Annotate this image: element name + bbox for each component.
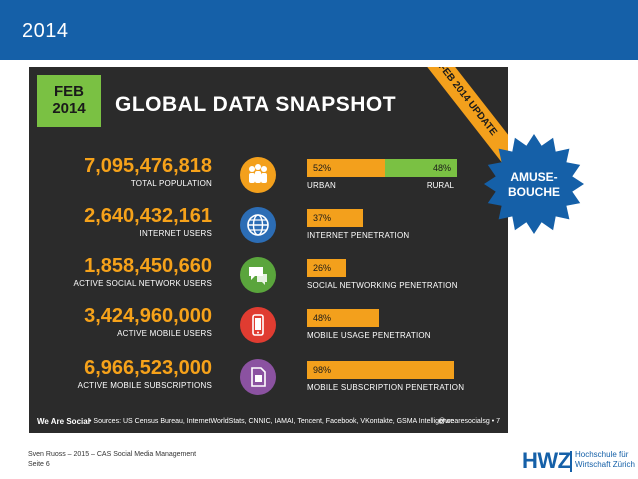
stat-value: 6,966,523,000 [84, 357, 212, 379]
badge-line1: AMUSE- [510, 170, 558, 184]
footer-handle: @wearesocialsg • 7 [438, 418, 500, 425]
sim-card-icon [240, 359, 276, 395]
stat-row: 3,424,960,000 ACTIVE MOBILE USERS 48% MO… [29, 305, 508, 345]
stat-label: ACTIVE MOBILE SUBSCRIPTIONS [77, 381, 212, 390]
logo-divider [570, 451, 572, 472]
slide-title: 2014 [22, 20, 69, 42]
bar-label: URBAN [307, 181, 337, 190]
mobile-icon [240, 307, 276, 343]
stat-row: 1,858,450,660 ACTIVE SOCIAL NETWORK USER… [29, 255, 508, 295]
stat-value: 3,424,960,000 [84, 305, 212, 327]
hwz-logo: HWZ [522, 448, 571, 473]
date-year: 2014 [52, 100, 86, 117]
bar-fill: 48% [307, 309, 379, 327]
author-credit: Sven Ruoss – 2015 – CAS Social Media Man… [28, 451, 197, 458]
date-badge: FEB 2014 [37, 75, 101, 127]
hwz-name: Hochschule für Wirtschaft Zürich [575, 450, 635, 470]
stat-label: TOTAL POPULATION [130, 179, 212, 188]
bar-label: INTERNET PENETRATION [307, 231, 410, 240]
stat-value: 7,095,476,818 [84, 155, 212, 177]
slide-header: 2014 [0, 0, 638, 60]
footer-sources: • Sources: US Census Bureau, InternetWor… [89, 418, 455, 425]
bar-fill: 37% [307, 209, 363, 227]
footer-brand: We Are Social [37, 417, 90, 426]
stat-label: INTERNET USERS [139, 229, 212, 238]
stat-row: 7,095,476,818 TOTAL POPULATION 52% 48% U… [29, 155, 508, 195]
stat-row: 6,966,523,000 ACTIVE MOBILE SUBSCRIPTION… [29, 357, 508, 397]
date-month: FEB [54, 83, 84, 100]
panel-footer: We Are Social • Sources: US Census Burea… [29, 411, 508, 433]
bar-fill-secondary: 48% [385, 159, 457, 177]
bar-label: MOBILE USAGE PENETRATION [307, 331, 431, 340]
stat-value: 1,858,450,660 [84, 255, 212, 277]
bar-fill: 26% [307, 259, 346, 277]
panel-headline: GLOBAL DATA SNAPSHOT [115, 93, 397, 116]
bar-label: SOCIAL NETWORKING PENETRATION [307, 281, 458, 290]
slide-number: Seite 6 [28, 461, 50, 468]
stat-value: 2,640,432,161 [84, 205, 212, 227]
stat-label: ACTIVE SOCIAL NETWORK USERS [73, 279, 212, 288]
bar-label: MOBILE SUBSCRIPTION PENETRATION [307, 383, 465, 392]
hwz-name-line2: Wirtschaft Zürich [575, 460, 636, 469]
data-snapshot-panel: FEB 2014 GLOBAL DATA SNAPSHOT FEB 2014 U… [29, 67, 508, 433]
globe-icon [240, 207, 276, 243]
stat-row: 2,640,432,161 INTERNET USERS 37% INTERNE… [29, 205, 508, 245]
chat-icon [240, 257, 276, 293]
bar-fill: 98% [307, 361, 454, 379]
bar-fill: 52% [307, 159, 385, 177]
hwz-name-line1: Hochschule für [575, 450, 629, 459]
badge-line2: BOUCHE [507, 185, 560, 199]
stat-label: ACTIVE MOBILE USERS [117, 329, 212, 338]
amuse-bouche-badge: AMUSE- BOUCHE [484, 130, 584, 238]
bar-label-secondary: RURAL [426, 181, 454, 190]
starburst-icon [484, 134, 584, 234]
people-icon [240, 157, 276, 193]
